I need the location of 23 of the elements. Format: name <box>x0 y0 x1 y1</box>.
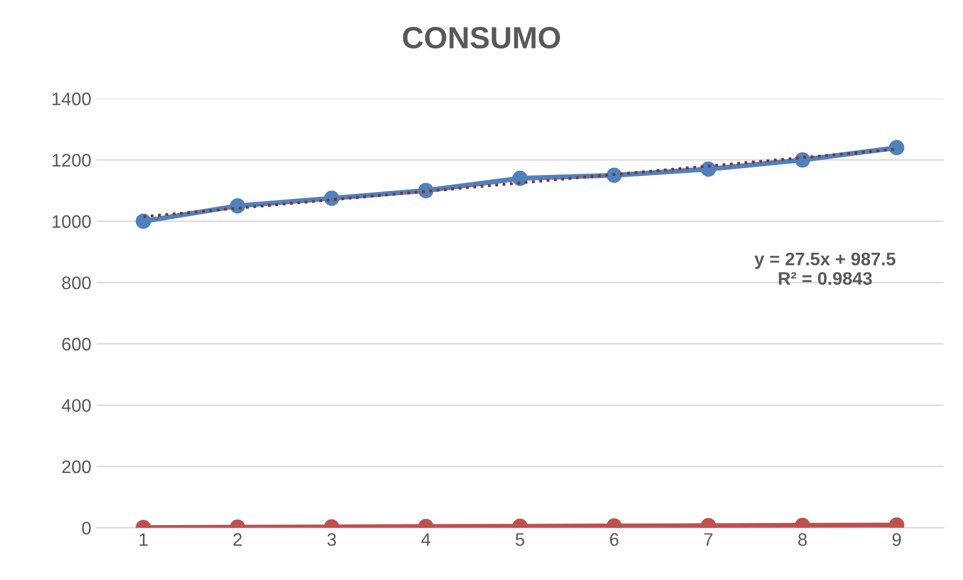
point <box>889 140 904 156</box>
x-tick-label: 2 <box>233 533 242 546</box>
x-tick-label: 7 <box>704 533 712 546</box>
y-tick-label: 1000 <box>52 215 91 228</box>
y-tick-label: 1400 <box>52 92 91 106</box>
x-tick-label: 9 <box>892 533 901 546</box>
x-tick-label: 3 <box>327 533 336 546</box>
annotation: y = 27.5x + 987.5 R² = 0.9843 <box>754 252 896 285</box>
y-tick-label: 200 <box>62 460 91 474</box>
point <box>700 161 716 177</box>
x-tick-label: 6 <box>610 533 618 546</box>
y-tick-label: 400 <box>62 399 91 412</box>
x-tick-label: 1 <box>140 533 148 546</box>
chart-title: CONSUMO <box>402 26 560 49</box>
x-tick-label: 8 <box>798 533 807 546</box>
x-tick-label: 5 <box>516 533 524 546</box>
y-tick-label: 800 <box>62 276 91 290</box>
y-tick-label: 0 <box>82 522 91 535</box>
point <box>512 170 528 186</box>
point <box>136 214 152 229</box>
y-tick-label: 600 <box>62 338 91 351</box>
y-tick-label: 1200 <box>52 154 91 167</box>
x-tick-label: 4 <box>421 533 430 546</box>
